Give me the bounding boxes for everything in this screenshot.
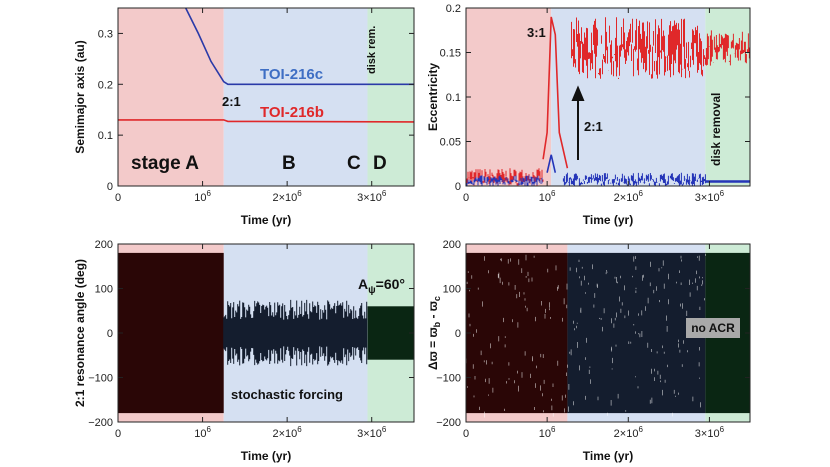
x-tick-label: 3×106 [695, 425, 725, 440]
y-axis-label: Semimajor axis (au) [73, 40, 87, 153]
x-tick-label: 2×106 [273, 425, 303, 440]
x-axis-label: Time (yr) [241, 449, 291, 463]
y-tick-label: 0 [455, 181, 461, 193]
x-tick-label: 106 [194, 189, 211, 204]
panel-semimajor-axis: 0 0.1 0.2 0.3 0 106 2×106 3×106 Time (yr) Semim… [73, 7, 415, 227]
y-tick-label: 0.3 [98, 28, 113, 40]
y-axis-label: Eccentricity [426, 63, 440, 131]
stage-d-band [367, 8, 414, 186]
label-res-2-1: 2:1 [584, 119, 603, 134]
x-tick-label: 0 [115, 192, 121, 204]
stage-b-band [223, 8, 368, 186]
band-navy [567, 252, 706, 414]
label-amplitude: Aψ=60° [358, 276, 405, 296]
y-tick-label: −200 [436, 417, 461, 429]
x-tick-label: 0 [463, 428, 469, 440]
panel-eccentricity: 00.050.10.150.20 106 2×106 3×106 Time (yr) … [426, 3, 751, 227]
y-tick-label: −200 [88, 417, 113, 429]
no-acr-box [686, 318, 740, 338]
y-tick-label: 0.2 [446, 3, 461, 15]
band-darkred [118, 252, 224, 414]
migration-arrow [571, 85, 585, 160]
y-tick-label: −100 [88, 373, 113, 385]
y-tick-label: 200 [95, 239, 113, 251]
x-tick-label: 3×106 [357, 189, 387, 204]
x-tick-label: 2×106 [614, 189, 644, 204]
series-toi-216b [118, 119, 415, 123]
label-res-3-1: 3:1 [527, 25, 546, 40]
series-toi-216c [184, 7, 414, 86]
label-stage-d: D [373, 153, 387, 174]
x-axis-label: Time (yr) [241, 213, 291, 227]
y-tick-label: 200 [443, 239, 461, 251]
stage-a-band [118, 8, 224, 186]
x-tick-label: 0 [115, 428, 121, 440]
label-no-acr: no ACR [691, 321, 735, 335]
y-tick-label: 0 [107, 328, 113, 340]
y-tick-label: 100 [95, 284, 113, 296]
label-toi216b: TOI-216b [260, 104, 324, 121]
y-tick-label: 0.2 [98, 79, 113, 91]
series-toi-216b-band [571, 17, 705, 79]
series-toi-216c-spike [546, 154, 557, 173]
x-tick-label: 106 [539, 189, 556, 204]
band-navy [223, 299, 368, 367]
y-tick-label: 0 [455, 328, 461, 340]
y-tick-label: 0.05 [440, 137, 461, 149]
x-tick-label: 0 [463, 192, 469, 204]
y-tick-label: 100 [443, 284, 461, 296]
stage-a-band [466, 8, 552, 186]
band-darkred [466, 252, 568, 414]
x-axis-label: Time (yr) [583, 449, 633, 463]
label-toi216c: TOI-216c [260, 66, 323, 83]
x-tick-label: 3×106 [695, 189, 725, 204]
x-axis-label: Time (yr) [583, 213, 633, 227]
label-stage-c: C [347, 153, 361, 174]
y-axis-label: Δϖ = ϖb - ϖc [426, 296, 442, 370]
label-stage-a: stage A [131, 153, 199, 174]
x-tick-label: 2×106 [273, 189, 303, 204]
label-stochastic-forcing: stochastic forcing [231, 387, 343, 402]
x-tick-label: 106 [539, 425, 556, 440]
label-disk-removal: disk removal [709, 93, 723, 166]
x-tick-label: 106 [194, 425, 211, 440]
label-disk-rem: disk rem. [366, 26, 378, 74]
y-tick-label: 0.1 [446, 92, 461, 104]
x-tick-label: 2×106 [614, 425, 644, 440]
y-tick-label: 0 [107, 181, 113, 193]
y-tick-label: 0.1 [98, 130, 113, 142]
x-tick-label: 3×106 [357, 425, 387, 440]
label-res-2-1: 2:1 [222, 94, 241, 109]
band-darkgreen [367, 306, 414, 360]
y-tick-label: −100 [436, 373, 461, 385]
label-stage-b: B [282, 153, 296, 174]
y-tick-label: 0.15 [440, 48, 461, 60]
series-toi-216b-spike [542, 16, 569, 169]
sparse-points [465, 253, 706, 418]
y-axis-label: 2:1 resonance angle (deg) [73, 259, 87, 407]
